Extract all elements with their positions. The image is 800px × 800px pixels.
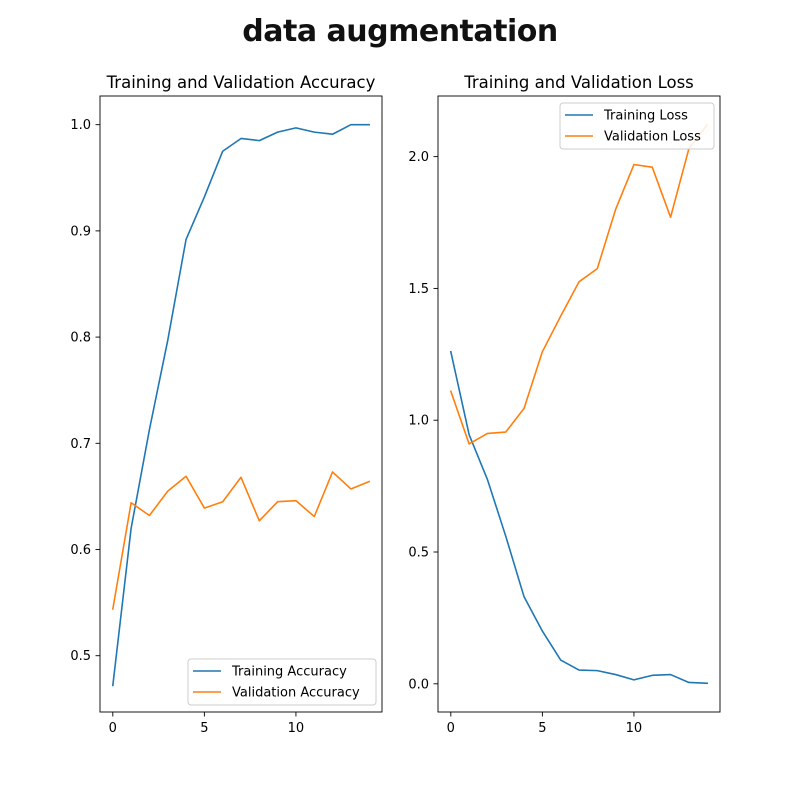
accuracy-y-tick-label: 0.6 (70, 543, 91, 558)
accuracy-legend-label-training: Training Accuracy (231, 665, 347, 680)
loss-y-tick-label: 0.5 (408, 546, 429, 561)
accuracy-x-tick-label: 10 (288, 721, 305, 736)
loss-x-tick-label: 5 (538, 721, 546, 736)
accuracy-x-tick-label: 0 (109, 721, 117, 736)
loss-y-tick-label: 2.0 (408, 150, 429, 165)
loss-y-tick-label: 1.5 (408, 282, 429, 297)
figure-title: data augmentation (242, 14, 558, 49)
accuracy-series-line-validation (111, 471, 371, 610)
loss-x-tick-label: 0 (447, 721, 455, 736)
accuracy-series-line-training (111, 123, 370, 687)
loss-series-line-training (449, 350, 709, 685)
accuracy-y-tick-label: 1.0 (70, 118, 91, 133)
loss-legend-box (559, 102, 715, 150)
accuracy-axes-frame (99, 95, 383, 713)
accuracy-y-tick-label: 0.9 (70, 224, 91, 239)
accuracy-y-tick-label: 0.5 (70, 649, 91, 664)
accuracy-legend-box (187, 658, 377, 706)
loss-y-tick-label: 0.0 (408, 677, 429, 692)
loss-panel-title: Training and Validation Loss (463, 73, 694, 92)
loss-x-tick-label: 10 (626, 721, 643, 736)
loss-series-line-validation (449, 123, 709, 445)
accuracy-panel-title: Training and Validation Accuracy (106, 73, 376, 92)
loss-panel: Training and Validation Loss 0 5 10 0.0 0.5 1… (408, 73, 721, 736)
loss-legend: Training Loss Validation Loss (559, 102, 715, 150)
loss-legend-label-training: Training Loss (603, 109, 688, 124)
accuracy-legend: Training Accuracy Validation Accuracy (187, 658, 377, 706)
accuracy-panel: Training and Validation Accuracy 0 5 10 0.5… (70, 73, 383, 736)
loss-legend-label-validation: Validation Loss (604, 130, 701, 145)
accuracy-y-tick-label: 0.7 (70, 437, 91, 452)
accuracy-legend-label-validation: Validation Accuracy (232, 686, 360, 701)
loss-y-tick-label: 1.0 (408, 414, 429, 429)
accuracy-y-tick-label: 0.8 (70, 331, 91, 346)
accuracy-x-tick-label: 5 (200, 721, 208, 736)
loss-axes-frame (437, 95, 721, 713)
